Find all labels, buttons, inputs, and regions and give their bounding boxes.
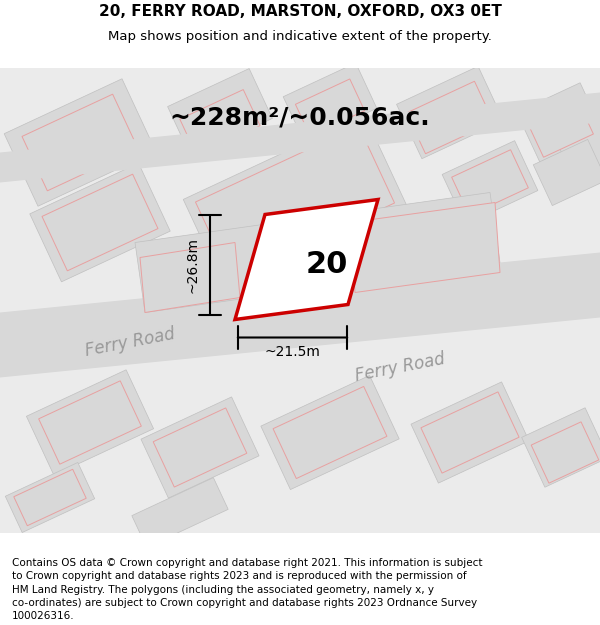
Text: Ferry Road: Ferry Road [353, 350, 446, 385]
Polygon shape [30, 163, 170, 282]
Polygon shape [38, 381, 142, 464]
Text: 20, FERRY ROAD, MARSTON, OXFORD, OX3 0ET: 20, FERRY ROAD, MARSTON, OXFORD, OX3 0ET [98, 4, 502, 19]
Polygon shape [235, 199, 378, 319]
Polygon shape [135, 192, 500, 312]
Polygon shape [283, 63, 377, 142]
Text: Ferry Road: Ferry Road [83, 325, 176, 360]
Polygon shape [183, 115, 407, 290]
Polygon shape [153, 408, 247, 487]
Text: ~26.8m: ~26.8m [185, 237, 199, 293]
Polygon shape [527, 98, 593, 158]
Polygon shape [521, 408, 600, 488]
Polygon shape [295, 79, 365, 136]
Text: 20: 20 [305, 250, 347, 279]
Polygon shape [0, 253, 600, 378]
Polygon shape [442, 141, 538, 224]
Text: Map shows position and indicative extent of the property.: Map shows position and indicative extent… [108, 30, 492, 43]
Polygon shape [552, 107, 600, 178]
Polygon shape [261, 376, 399, 489]
Polygon shape [167, 69, 272, 156]
Polygon shape [350, 202, 500, 292]
Polygon shape [452, 150, 529, 215]
Polygon shape [531, 422, 599, 483]
Polygon shape [180, 89, 260, 156]
Text: HM Land Registry. The polygons (including the associated geometry, namely x, y: HM Land Registry. The polygons (includin… [12, 585, 434, 595]
Polygon shape [517, 82, 600, 162]
Polygon shape [26, 370, 154, 475]
Polygon shape [14, 469, 86, 526]
Text: co-ordinates) are subject to Crown copyright and database rights 2023 Ordnance S: co-ordinates) are subject to Crown copyr… [12, 598, 477, 608]
Polygon shape [0, 92, 600, 182]
Polygon shape [407, 81, 493, 154]
Polygon shape [42, 174, 158, 271]
Polygon shape [273, 386, 387, 479]
Polygon shape [421, 392, 519, 473]
Polygon shape [132, 478, 228, 548]
Text: ~228m²/~0.056ac.: ~228m²/~0.056ac. [170, 106, 430, 129]
Polygon shape [141, 397, 259, 498]
Polygon shape [22, 94, 138, 191]
Text: 100026316.: 100026316. [12, 611, 74, 621]
Polygon shape [411, 382, 529, 483]
Text: Contains OS data © Crown copyright and database right 2021. This information is : Contains OS data © Crown copyright and d… [12, 558, 482, 568]
Text: to Crown copyright and database rights 2023 and is reproduced with the permissio: to Crown copyright and database rights 2… [12, 571, 467, 581]
Polygon shape [140, 242, 240, 312]
Polygon shape [5, 462, 95, 532]
Polygon shape [397, 66, 503, 159]
Text: ~21.5m: ~21.5m [265, 346, 320, 359]
Polygon shape [4, 79, 156, 206]
Polygon shape [196, 126, 395, 279]
Polygon shape [533, 139, 600, 206]
